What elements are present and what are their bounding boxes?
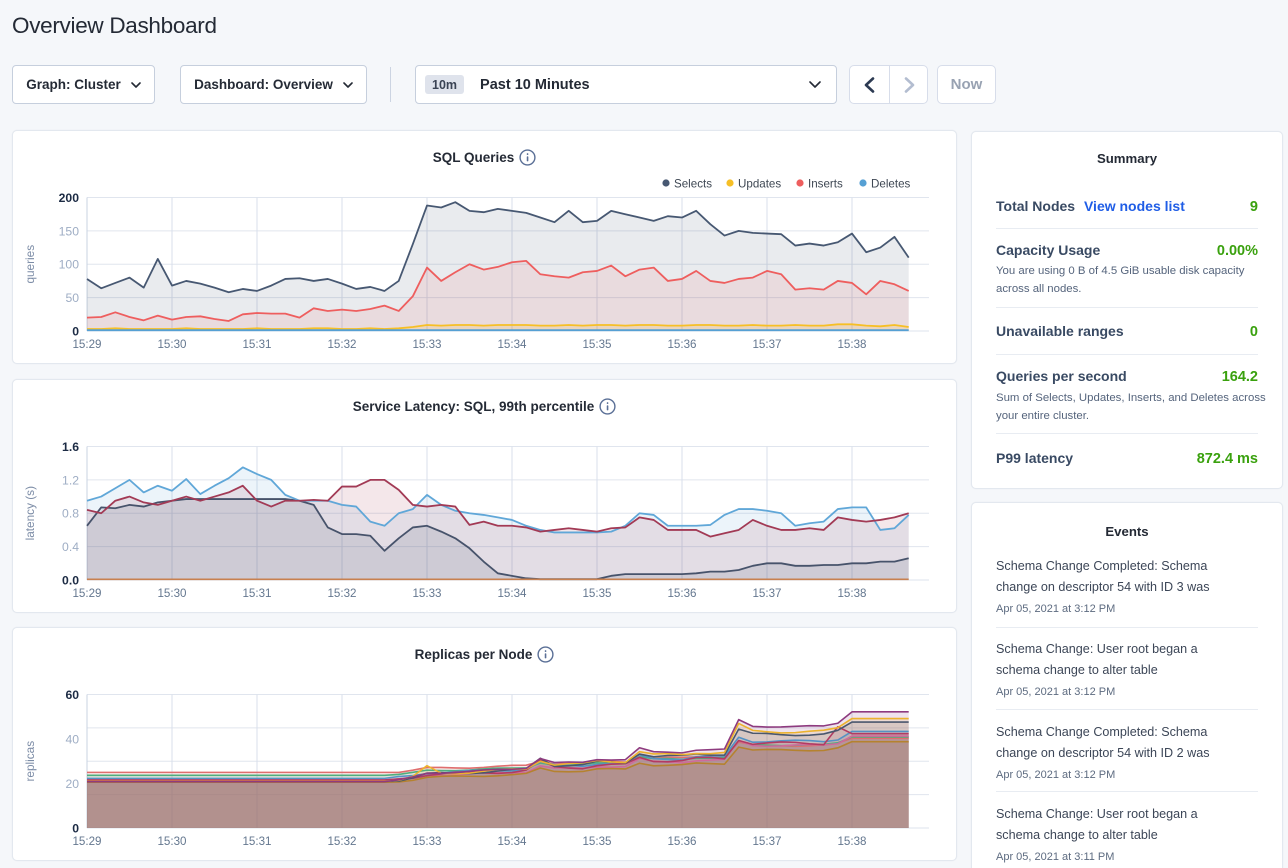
svg-text:15:36: 15:36 <box>667 835 696 848</box>
svg-text:0: 0 <box>72 324 79 338</box>
svg-text:20: 20 <box>65 777 79 791</box>
svg-text:0.8: 0.8 <box>62 507 79 521</box>
svg-text:1.2: 1.2 <box>62 473 79 487</box>
svg-text:60: 60 <box>65 688 79 702</box>
svg-text:replicas: replicas <box>23 741 37 782</box>
svg-text:0.0: 0.0 <box>62 573 79 587</box>
svg-text:Deletes: Deletes <box>871 177 911 190</box>
svg-text:15:38: 15:38 <box>837 338 866 351</box>
svg-text:40: 40 <box>65 732 79 746</box>
svg-text:15:36: 15:36 <box>667 338 696 351</box>
svg-text:0: 0 <box>72 821 79 835</box>
svg-text:15:35: 15:35 <box>582 587 611 600</box>
svg-text:15:29: 15:29 <box>72 587 101 600</box>
svg-text:50: 50 <box>65 291 79 305</box>
svg-text:15:34: 15:34 <box>497 338 527 351</box>
svg-text:15:31: 15:31 <box>242 338 271 351</box>
svg-text:1.6: 1.6 <box>62 440 79 454</box>
svg-text:Inserts: Inserts <box>808 177 843 190</box>
svg-text:queries: queries <box>23 245 37 284</box>
svg-text:100: 100 <box>59 258 80 272</box>
svg-text:15:32: 15:32 <box>327 338 356 351</box>
svg-text:15:29: 15:29 <box>72 338 101 351</box>
svg-text:15:38: 15:38 <box>837 587 866 600</box>
svg-text:15:35: 15:35 <box>582 338 611 351</box>
svg-text:15:31: 15:31 <box>242 587 271 600</box>
svg-text:Updates: Updates <box>738 177 781 190</box>
svg-text:15:29: 15:29 <box>72 835 101 848</box>
svg-text:15:33: 15:33 <box>412 587 441 600</box>
svg-text:15:31: 15:31 <box>242 835 271 848</box>
svg-text:15:37: 15:37 <box>752 835 781 848</box>
svg-text:15:32: 15:32 <box>327 835 356 848</box>
svg-text:15:34: 15:34 <box>497 835 527 848</box>
svg-text:Selects: Selects <box>674 177 712 190</box>
svg-text:latency (s): latency (s) <box>23 486 37 540</box>
svg-text:15:30: 15:30 <box>157 835 186 848</box>
svg-text:15:33: 15:33 <box>412 338 441 351</box>
svg-text:15:32: 15:32 <box>327 587 356 600</box>
svg-text:15:30: 15:30 <box>157 338 186 351</box>
svg-text:15:37: 15:37 <box>752 338 781 351</box>
svg-text:200: 200 <box>59 191 80 205</box>
svg-text:150: 150 <box>59 224 80 238</box>
svg-text:15:36: 15:36 <box>667 587 696 600</box>
svg-text:15:38: 15:38 <box>837 835 866 848</box>
svg-text:15:30: 15:30 <box>157 587 186 600</box>
svg-text:15:34: 15:34 <box>497 587 527 600</box>
svg-text:15:37: 15:37 <box>752 587 781 600</box>
svg-text:15:33: 15:33 <box>412 835 441 848</box>
svg-text:15:35: 15:35 <box>582 835 611 848</box>
svg-text:0.4: 0.4 <box>62 540 79 554</box>
